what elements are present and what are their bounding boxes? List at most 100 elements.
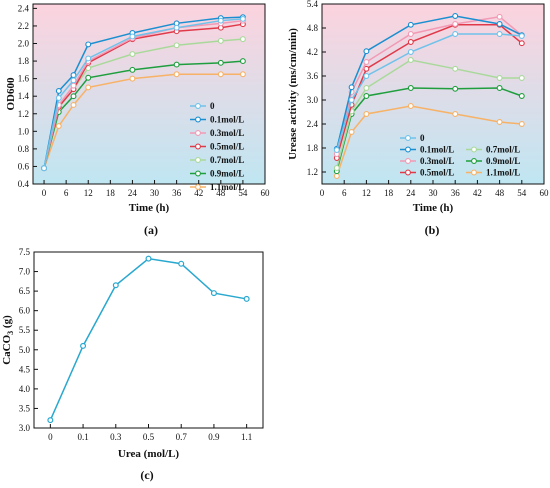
legend-marker xyxy=(195,130,201,136)
plot-background-c xyxy=(34,252,263,428)
data-point-b xyxy=(348,97,355,103)
x-tick-label-a: 12 xyxy=(84,188,93,198)
y-tick-label-c: 5.0 xyxy=(19,345,31,355)
y-tick-label-b: 3.6 xyxy=(307,71,319,81)
legend-entry: 0.5mol/L xyxy=(420,168,454,178)
y-tick-label-c: 6.0 xyxy=(19,306,31,316)
data-point-a xyxy=(55,87,62,94)
x-tick-label-c: 0.3 xyxy=(110,432,122,442)
panel-label-b: (b) xyxy=(425,223,440,237)
legend-marker xyxy=(195,157,201,163)
x-axis-label-c: Urea (mol/L) xyxy=(118,448,180,460)
legend-entry: 0.5mol/L xyxy=(210,142,244,152)
legend-entry: 0.3mol/L xyxy=(420,156,454,166)
data-point-b xyxy=(452,65,459,72)
legend-marker xyxy=(195,184,201,190)
y-tick-label-b: 3.0 xyxy=(307,95,319,105)
data-point-c xyxy=(112,282,119,289)
data-point-b xyxy=(407,39,414,45)
legend-marker xyxy=(195,103,201,109)
data-point-b xyxy=(348,84,355,91)
legend-entry: 0.7mol/L xyxy=(486,145,520,155)
x-axis-label-b: Time (h) xyxy=(413,202,454,214)
y-tick-label-a: 1.6 xyxy=(18,74,30,84)
series-line-a xyxy=(43,19,243,169)
x-tick-label-c: 1.1 xyxy=(241,432,252,442)
legend-entry: 1.1mol/L xyxy=(486,168,520,178)
data-point-b xyxy=(363,93,370,99)
legend-entry: 0.1mol/L xyxy=(420,145,454,155)
data-point-a xyxy=(85,55,92,62)
data-point-a xyxy=(129,51,136,57)
y-tick-label-b: 2.4 xyxy=(307,119,319,129)
y-tick-label-b: 5.4 xyxy=(307,0,319,9)
plot-frame-c xyxy=(33,251,264,429)
data-point-b xyxy=(407,49,414,55)
x-tick-label-b: 60 xyxy=(540,188,550,198)
y-tick-label-c: 7.0 xyxy=(19,267,31,277)
data-point-a xyxy=(129,33,136,40)
data-point-b xyxy=(363,65,370,72)
data-point-b xyxy=(333,173,340,179)
legend-entry: 0 xyxy=(210,101,215,111)
legend-entry: 0.7mol/L xyxy=(210,155,244,165)
legend-marker xyxy=(471,146,477,153)
x-tick-label-a: 42 xyxy=(194,188,203,198)
legend-marker xyxy=(471,158,477,164)
y-tick-label-a: 1.2 xyxy=(18,109,29,119)
y-tick-label-b: 4.2 xyxy=(307,47,318,57)
data-point-b xyxy=(407,85,414,91)
chart-panel-b: 1.2 1.8 2.4 3.0 3.6 4.2 4.8 5.4 0 6 12 18 24 30 36 42 48… xyxy=(287,0,549,214)
legend-marker xyxy=(195,170,201,177)
legend-marker xyxy=(405,135,411,141)
data-point-b xyxy=(363,111,370,117)
data-point-b xyxy=(333,147,340,153)
y-axis-label-a: OD600 xyxy=(5,77,17,111)
x-tick-label-a: 48 xyxy=(216,188,226,198)
x-tick-label-b: 42 xyxy=(473,188,482,198)
x-tick-label-b: 0 xyxy=(320,188,325,198)
x-tick-label-b: 54 xyxy=(517,188,527,198)
data-point-b xyxy=(407,103,414,109)
x-tick-label-b: 24 xyxy=(406,188,416,198)
data-point-a xyxy=(85,41,92,48)
data-point-b xyxy=(496,31,503,37)
data-point-a xyxy=(173,71,180,78)
y-tick-label-b: 1.8 xyxy=(307,143,319,153)
y-tick-label-c: 4.0 xyxy=(19,384,31,394)
y-tick-label-a: 2.4 xyxy=(18,3,30,13)
data-point-a xyxy=(129,66,136,73)
data-point-b xyxy=(363,59,370,65)
x-tick-label-c: 0.9 xyxy=(208,432,220,442)
data-point-a xyxy=(173,61,180,68)
data-point-b xyxy=(363,85,370,91)
x-tick-label-c: 0.7 xyxy=(176,432,188,442)
y-tick-label-c: 4.5 xyxy=(19,364,31,374)
data-point-a xyxy=(217,37,224,44)
legend-marker xyxy=(405,158,411,164)
data-point-b xyxy=(518,40,525,47)
y-axis-label-b: Urease activity (ms/cm/min) xyxy=(287,28,299,160)
data-point-a xyxy=(55,123,62,129)
x-axis-label-a: Time (h) xyxy=(129,202,170,214)
data-point-a xyxy=(239,15,246,22)
data-point-a xyxy=(70,102,77,108)
data-point-b xyxy=(518,93,525,99)
x-tick-label-a: 0 xyxy=(42,188,47,198)
data-point-b xyxy=(496,13,503,20)
y-tick-label-b: 4.8 xyxy=(307,23,319,33)
legend-entry: 0.3mol/L xyxy=(210,128,244,138)
x-tick-label-b: 18 xyxy=(384,188,394,198)
data-point-c xyxy=(243,295,250,302)
legend-marker xyxy=(195,116,201,123)
legend-entry: 0 xyxy=(420,133,425,143)
legend-marker xyxy=(195,143,201,150)
data-point-b xyxy=(452,111,459,117)
data-point-b xyxy=(452,31,459,37)
x-tick-label-a: 30 xyxy=(150,188,160,198)
data-point-b xyxy=(496,21,503,27)
data-point-b xyxy=(452,85,459,92)
data-point-b xyxy=(363,48,370,55)
x-tick-label-b: 6 xyxy=(342,188,347,198)
